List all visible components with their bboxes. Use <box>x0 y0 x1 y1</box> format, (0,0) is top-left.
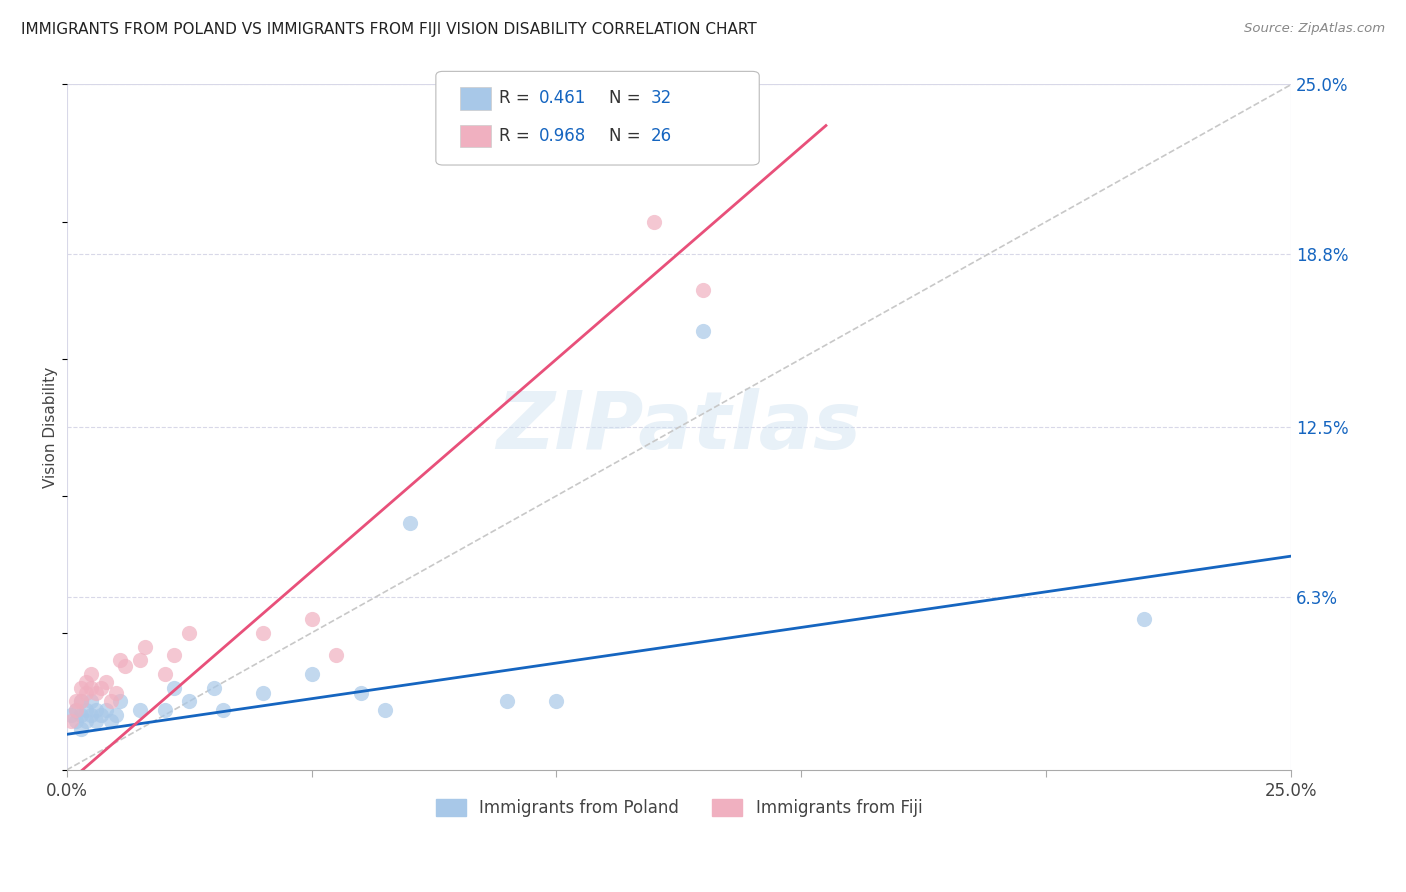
Point <box>70 708 93 723</box>
Point <box>70 694 93 708</box>
Point <box>70 681 93 695</box>
Point <box>374 703 396 717</box>
Point <box>110 653 132 667</box>
Text: IMMIGRANTS FROM POLAND VS IMMIGRANTS FROM FIJI VISION DISABILITY CORRELATION CHA: IMMIGRANTS FROM POLAND VS IMMIGRANTS FRO… <box>21 22 756 37</box>
Point <box>692 283 714 297</box>
Point <box>177 694 200 708</box>
Point <box>65 694 87 708</box>
Point <box>252 686 274 700</box>
Point <box>65 703 87 717</box>
Point <box>496 694 519 708</box>
Text: R =: R = <box>499 89 536 107</box>
Point <box>60 708 83 723</box>
Text: 26: 26 <box>651 127 672 145</box>
Point <box>100 714 122 728</box>
Point <box>65 714 87 728</box>
Point <box>163 681 186 695</box>
Point <box>60 714 83 728</box>
Point <box>84 714 107 728</box>
Point <box>153 703 176 717</box>
Point <box>90 708 112 723</box>
Text: N =: N = <box>609 127 645 145</box>
Point <box>202 681 225 695</box>
Point <box>134 640 156 654</box>
Point <box>65 703 87 717</box>
Point <box>80 694 103 708</box>
Point <box>70 722 93 736</box>
Point <box>80 681 103 695</box>
Point <box>90 681 112 695</box>
Point <box>129 703 152 717</box>
Point <box>75 686 97 700</box>
Point <box>129 653 152 667</box>
Text: 32: 32 <box>651 89 672 107</box>
Point <box>75 714 97 728</box>
Point <box>398 516 420 531</box>
Point <box>643 214 665 228</box>
Point <box>84 686 107 700</box>
Point <box>163 648 186 662</box>
Point <box>1133 612 1156 626</box>
Point <box>114 658 136 673</box>
Point <box>100 694 122 708</box>
Point <box>80 708 103 723</box>
Text: R =: R = <box>499 127 536 145</box>
Point <box>104 708 127 723</box>
Y-axis label: Vision Disability: Vision Disability <box>44 367 58 488</box>
Text: ZIPatlas: ZIPatlas <box>496 388 862 467</box>
Point <box>110 694 132 708</box>
Point <box>692 324 714 338</box>
Point <box>252 626 274 640</box>
Point <box>546 694 568 708</box>
Point <box>153 667 176 681</box>
Text: Source: ZipAtlas.com: Source: ZipAtlas.com <box>1244 22 1385 36</box>
Point <box>75 703 97 717</box>
Point <box>75 675 97 690</box>
Text: 0.461: 0.461 <box>538 89 586 107</box>
Legend: Immigrants from Poland, Immigrants from Fiji: Immigrants from Poland, Immigrants from … <box>429 792 929 823</box>
Point <box>104 686 127 700</box>
Text: 0.968: 0.968 <box>538 127 586 145</box>
Text: N =: N = <box>609 89 645 107</box>
Point <box>325 648 347 662</box>
Point <box>301 612 323 626</box>
Point <box>301 667 323 681</box>
Point <box>94 703 117 717</box>
Point <box>84 703 107 717</box>
Point <box>80 667 103 681</box>
Point <box>177 626 200 640</box>
Point <box>349 686 371 700</box>
Point <box>94 675 117 690</box>
Point <box>70 694 93 708</box>
Point <box>212 703 235 717</box>
